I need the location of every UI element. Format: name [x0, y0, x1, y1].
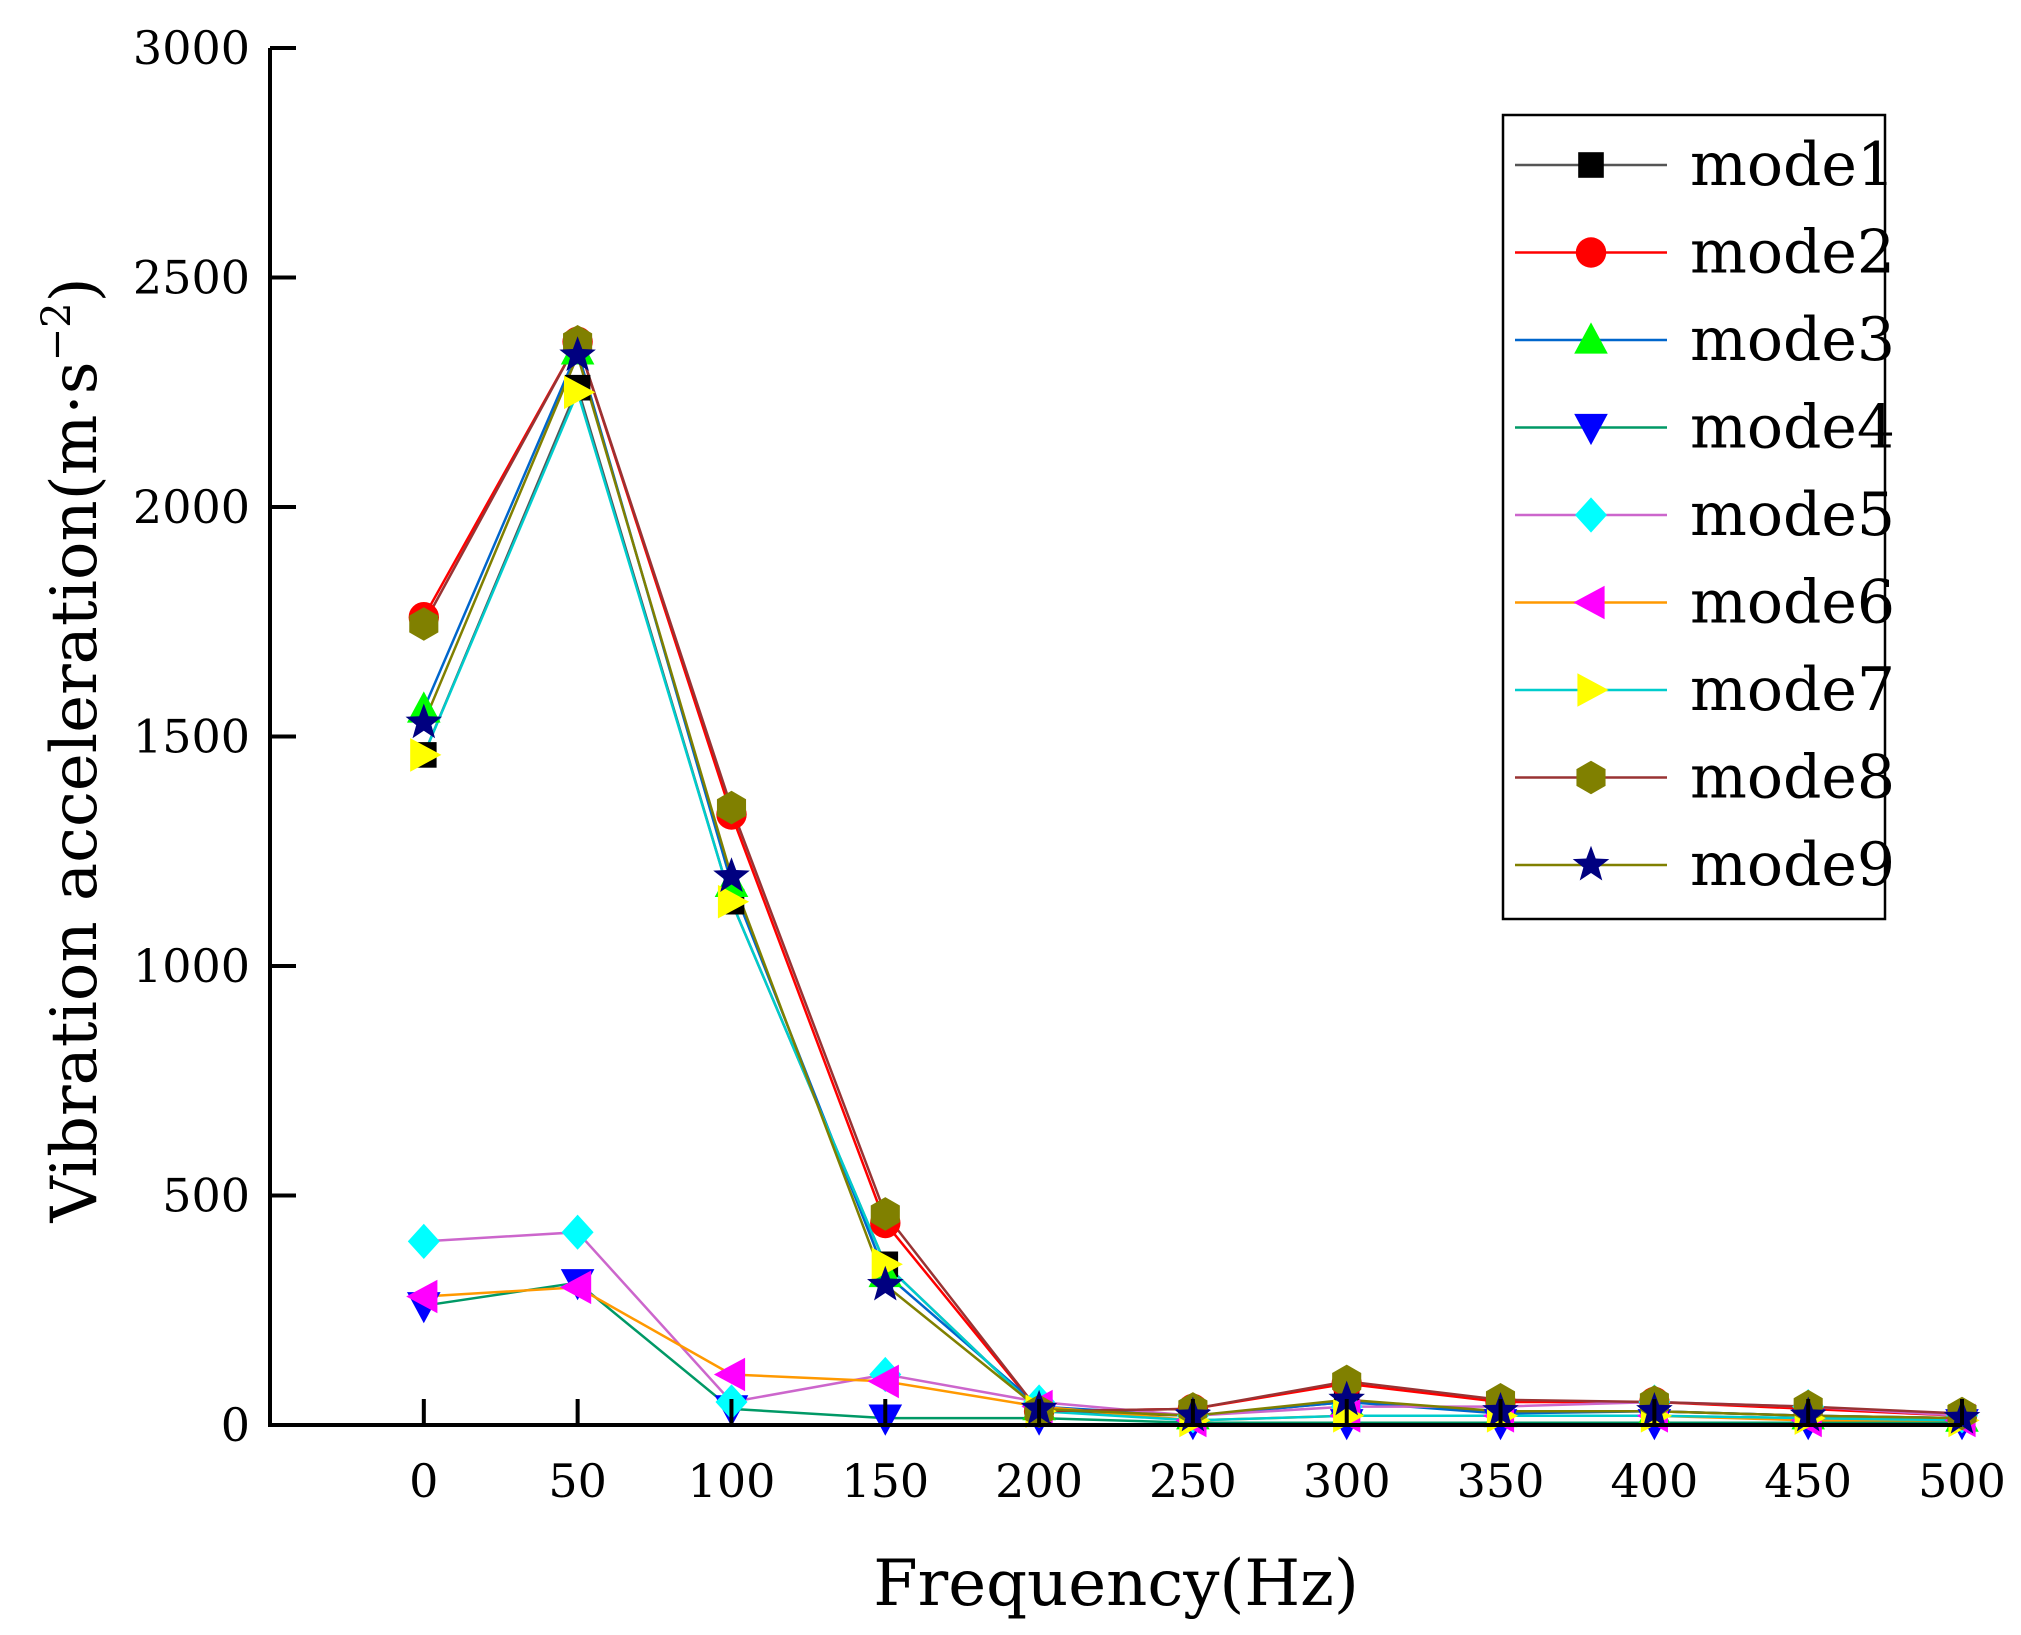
legend-box [1501, 113, 1887, 921]
legend-item-mode2: mode2 [1515, 218, 1895, 288]
y-axis-title-main: Vibration acceleration(m·s [38, 361, 112, 1223]
x-axis-title: Frequency(Hz) [873, 1547, 1359, 1621]
legend-item-mode9: mode9 [1515, 830, 1895, 900]
data-point-mode7-100 [717, 884, 750, 919]
legend-items: mode1 mode2 mode3 mode4 mode5 mode6 mode7 mode8… [1515, 130, 1895, 900]
data-point-mode8-150 [870, 1197, 900, 1231]
x-tick-label: 400 [1610, 1454, 1698, 1508]
legend-item-mode1: mode1 [1515, 130, 1895, 200]
x-tick-label: 50 [548, 1454, 607, 1508]
legend-label: mode6 [1690, 568, 1895, 638]
y-tick-label: 3000 [133, 21, 250, 75]
data-point-mode7-150 [871, 1247, 903, 1282]
y-axis-title-close: ) [38, 277, 112, 302]
legend-marker [1574, 322, 1608, 354]
data-point-mode9-150 [867, 1265, 904, 1301]
legend-marker [1578, 152, 1604, 178]
y-tick-label: 500 [162, 1169, 250, 1223]
y-tick-label: 1500 [133, 710, 250, 764]
data-point-mode8-100 [716, 790, 747, 825]
legend-item-mode8: mode8 [1515, 743, 1895, 813]
y-axis-title-superscript: −2 [34, 302, 80, 361]
data-point-mode7-50 [564, 375, 596, 410]
legend-label: mode8 [1690, 743, 1895, 813]
y-tick-label: 2000 [133, 480, 250, 534]
legend-item-mode5: mode5 [1515, 480, 1895, 550]
data-point-mode6-150 [867, 1364, 899, 1399]
legend: mode1 mode2 mode3 mode4 mode5 mode6 mode7 mode8… [1501, 113, 1895, 921]
x-tick-label: 250 [1149, 1454, 1237, 1508]
legend-marker [1576, 760, 1606, 795]
legend-marker [1577, 673, 1609, 707]
x-tick-label: 100 [688, 1454, 776, 1508]
data-point-mode8-0 [409, 607, 439, 641]
x-tick-label: 450 [1764, 1454, 1852, 1508]
legend-marker [1575, 237, 1607, 268]
x-tick-label: 350 [1457, 1454, 1545, 1508]
data-point-mode9-0 [405, 703, 443, 739]
x-tick-label: 150 [841, 1454, 929, 1508]
data-point-mode9-300 [1328, 1380, 1365, 1416]
x-tick-label: 0 [409, 1454, 438, 1508]
legend-item-mode7: mode7 [1515, 655, 1895, 725]
legend-label: mode3 [1690, 305, 1895, 375]
y-axis-title: Vibration acceleration(m·s−2) [34, 277, 112, 1223]
legend-marker [1574, 413, 1608, 446]
y-ticks: 0 500 1000 1500 2000 2500 3000 [133, 21, 296, 1452]
legend-label: mode1 [1690, 130, 1895, 200]
legend-item-mode6: mode6 [1515, 568, 1895, 638]
x-tick-label: 500 [1918, 1454, 2006, 1508]
legend-item-mode3: mode3 [1515, 305, 1895, 375]
legend-label: mode2 [1690, 218, 1895, 288]
x-tick-label: 200 [995, 1454, 1083, 1508]
x-ticks: 0 50 100 150 200 250 300 350 400 450 500 [409, 1399, 2006, 1508]
legend-marker [1572, 845, 1610, 881]
data-point-mode9-100 [713, 857, 750, 893]
legend-item-mode4: mode4 [1515, 393, 1895, 463]
legend-marker [1573, 585, 1605, 620]
y-tick-label: 1000 [133, 939, 250, 993]
data-point-mode6-100 [713, 1357, 746, 1392]
legend-label: mode5 [1690, 480, 1895, 550]
data-point-mode5-0 [407, 1223, 440, 1259]
legend-label: mode7 [1690, 655, 1895, 725]
data-point-mode6-0 [406, 1279, 438, 1314]
legend-label: mode4 [1690, 393, 1895, 463]
data-point-mode6-50 [560, 1270, 592, 1305]
legend-label: mode9 [1690, 830, 1895, 900]
data-point-mode9-50 [559, 336, 596, 372]
y-tick-label: 0 [221, 1398, 250, 1452]
legend-marker [1575, 497, 1607, 533]
data-point-mode7-0 [410, 738, 442, 772]
x-tick-label: 300 [1303, 1454, 1391, 1508]
y-tick-label: 2500 [133, 251, 250, 305]
